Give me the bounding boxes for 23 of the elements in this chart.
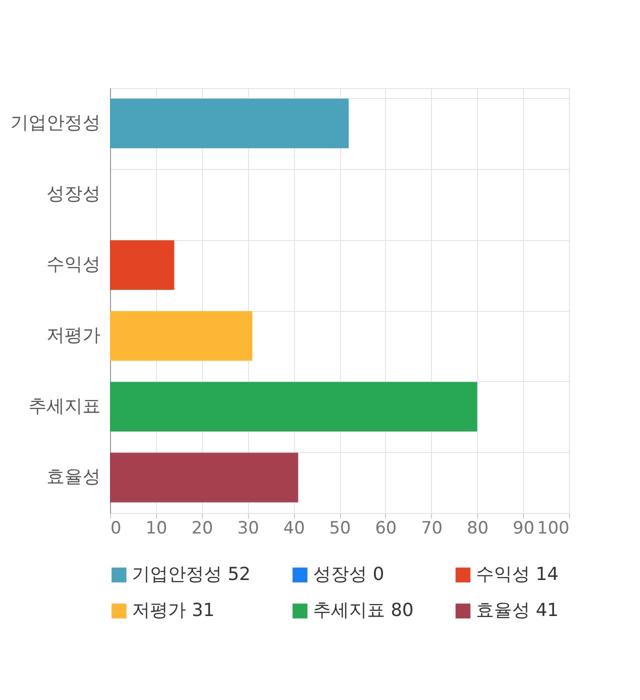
y-tick-label: 수익성 [46,254,100,276]
y-tick-label: 기업안정성 [10,112,100,134]
legend-label: 성장성 0 [313,564,384,585]
legend-label: 저평가 31 [132,600,215,621]
y-tick-label: 추세지표 [28,396,100,417]
x-tick-label: 30 [237,518,260,538]
x-tick-label: 60 [375,518,397,538]
y-tick-label: 성장성 [46,183,100,204]
x-tick-label: 20 [191,518,214,538]
x-tick-label: 90 [512,518,534,538]
legend-label: 수익성 14 [476,564,559,585]
x-tick-label: 10 [146,518,168,538]
x-tick-label: 0 [110,518,122,538]
legend-label: 추세지표 80 [313,600,414,621]
legend-label: 기업안정성 52 [132,564,251,585]
y-tick-label: 효율성 [46,466,100,488]
y-tick-label: 저평가 [46,324,100,346]
x-tick-label: 80 [466,518,489,538]
x-tick-label: 100 [537,518,570,538]
legend-label: 효율성 41 [476,600,559,621]
x-tick-label: 50 [329,518,351,538]
x-tick-label: 40 [283,518,305,538]
x-tick-label: 70 [420,518,443,538]
